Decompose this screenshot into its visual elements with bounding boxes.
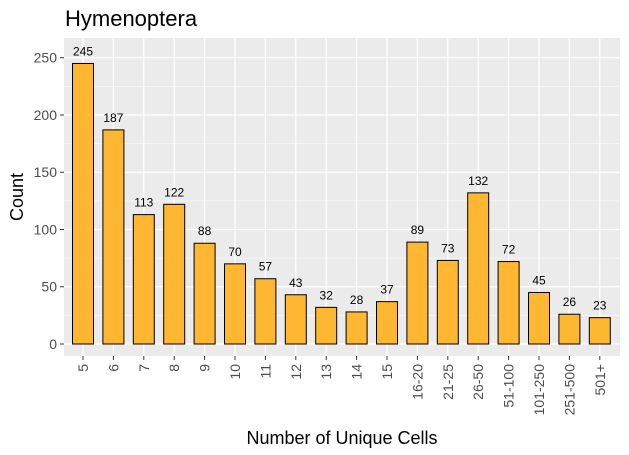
x-tick-label: 15 bbox=[379, 364, 395, 380]
grid-lines bbox=[64, 38, 620, 356]
bar bbox=[254, 278, 277, 345]
x-axis-title: Number of Unique Cells bbox=[246, 428, 437, 448]
data-label: 89 bbox=[411, 223, 425, 237]
bar bbox=[72, 62, 94, 345]
data-label: 37 bbox=[380, 283, 394, 297]
x-tick-label: 13 bbox=[318, 364, 334, 380]
bar bbox=[528, 291, 550, 345]
data-label: 23 bbox=[593, 299, 607, 313]
bar bbox=[284, 294, 307, 345]
data-label: 73 bbox=[441, 241, 455, 255]
plot-panel bbox=[64, 38, 620, 356]
x-tick-label: 21-25 bbox=[440, 364, 456, 400]
x-tick-label: 501+ bbox=[592, 364, 608, 396]
data-labels: 245 187 113 122 88 70 57 43 32 28 37 89 73 132 72 45 26 2… bbox=[73, 44, 607, 312]
x-tick-label: 51-100 bbox=[501, 364, 517, 408]
bar bbox=[467, 192, 490, 345]
x-tick-label: 9 bbox=[197, 364, 213, 372]
data-label: 245 bbox=[73, 44, 93, 58]
data-label: 32 bbox=[320, 288, 334, 302]
x-tick-label: 101-250 bbox=[531, 364, 547, 416]
bar bbox=[376, 301, 398, 345]
x-tick-label: 16-20 bbox=[409, 364, 425, 400]
bar bbox=[497, 261, 520, 345]
bar bbox=[132, 214, 155, 345]
y-tick-label: 200 bbox=[34, 107, 58, 123]
data-label: 132 bbox=[468, 174, 488, 188]
x-tick-label: 11 bbox=[257, 364, 273, 379]
x-tick-label: 26-50 bbox=[470, 364, 486, 400]
data-label: 122 bbox=[164, 185, 184, 199]
data-label: 43 bbox=[289, 276, 303, 290]
data-label: 72 bbox=[502, 243, 516, 257]
x-tick-label: 14 bbox=[349, 364, 365, 380]
bar bbox=[406, 241, 429, 345]
data-label: 28 bbox=[350, 293, 364, 307]
y-tick-label: 50 bbox=[41, 279, 57, 295]
bar bbox=[193, 242, 216, 345]
x-tick-label: 7 bbox=[136, 364, 152, 372]
chart-title: Hymenoptera bbox=[65, 6, 198, 31]
y-tick-label: 100 bbox=[34, 221, 58, 237]
y-tick-label: 0 bbox=[49, 336, 57, 352]
x-axis: 5 6 7 8 9 10 11 12 13 14 15 16-20 21-25 26-50 51-100 10… bbox=[75, 356, 608, 415]
bar bbox=[588, 317, 611, 345]
x-tick-label: 5 bbox=[75, 364, 91, 372]
data-label: 57 bbox=[259, 260, 273, 274]
bar bbox=[224, 263, 246, 345]
y-tick-label: 150 bbox=[34, 164, 58, 180]
data-label: 113 bbox=[134, 196, 153, 210]
bar bbox=[345, 311, 368, 345]
x-tick-label: 8 bbox=[166, 364, 182, 372]
x-tick-label: 12 bbox=[288, 364, 304, 380]
data-label: 45 bbox=[532, 273, 546, 287]
data-label: 26 bbox=[563, 295, 577, 309]
y-tick-label: 250 bbox=[34, 50, 58, 66]
x-tick-label: 251-500 bbox=[561, 364, 577, 416]
bar bbox=[102, 129, 125, 345]
data-label: 187 bbox=[103, 111, 123, 125]
bars bbox=[72, 62, 611, 345]
x-tick-label: 10 bbox=[227, 364, 243, 380]
bar bbox=[315, 306, 338, 345]
bar bbox=[163, 203, 186, 345]
bar bbox=[558, 313, 581, 345]
y-axis: 0 50 100 150 200 250 bbox=[34, 50, 64, 352]
x-tick-label: 6 bbox=[105, 364, 121, 372]
bar bbox=[436, 259, 459, 345]
data-label: 88 bbox=[198, 224, 212, 238]
y-axis-title: Count bbox=[7, 173, 27, 221]
data-label: 70 bbox=[228, 245, 242, 259]
